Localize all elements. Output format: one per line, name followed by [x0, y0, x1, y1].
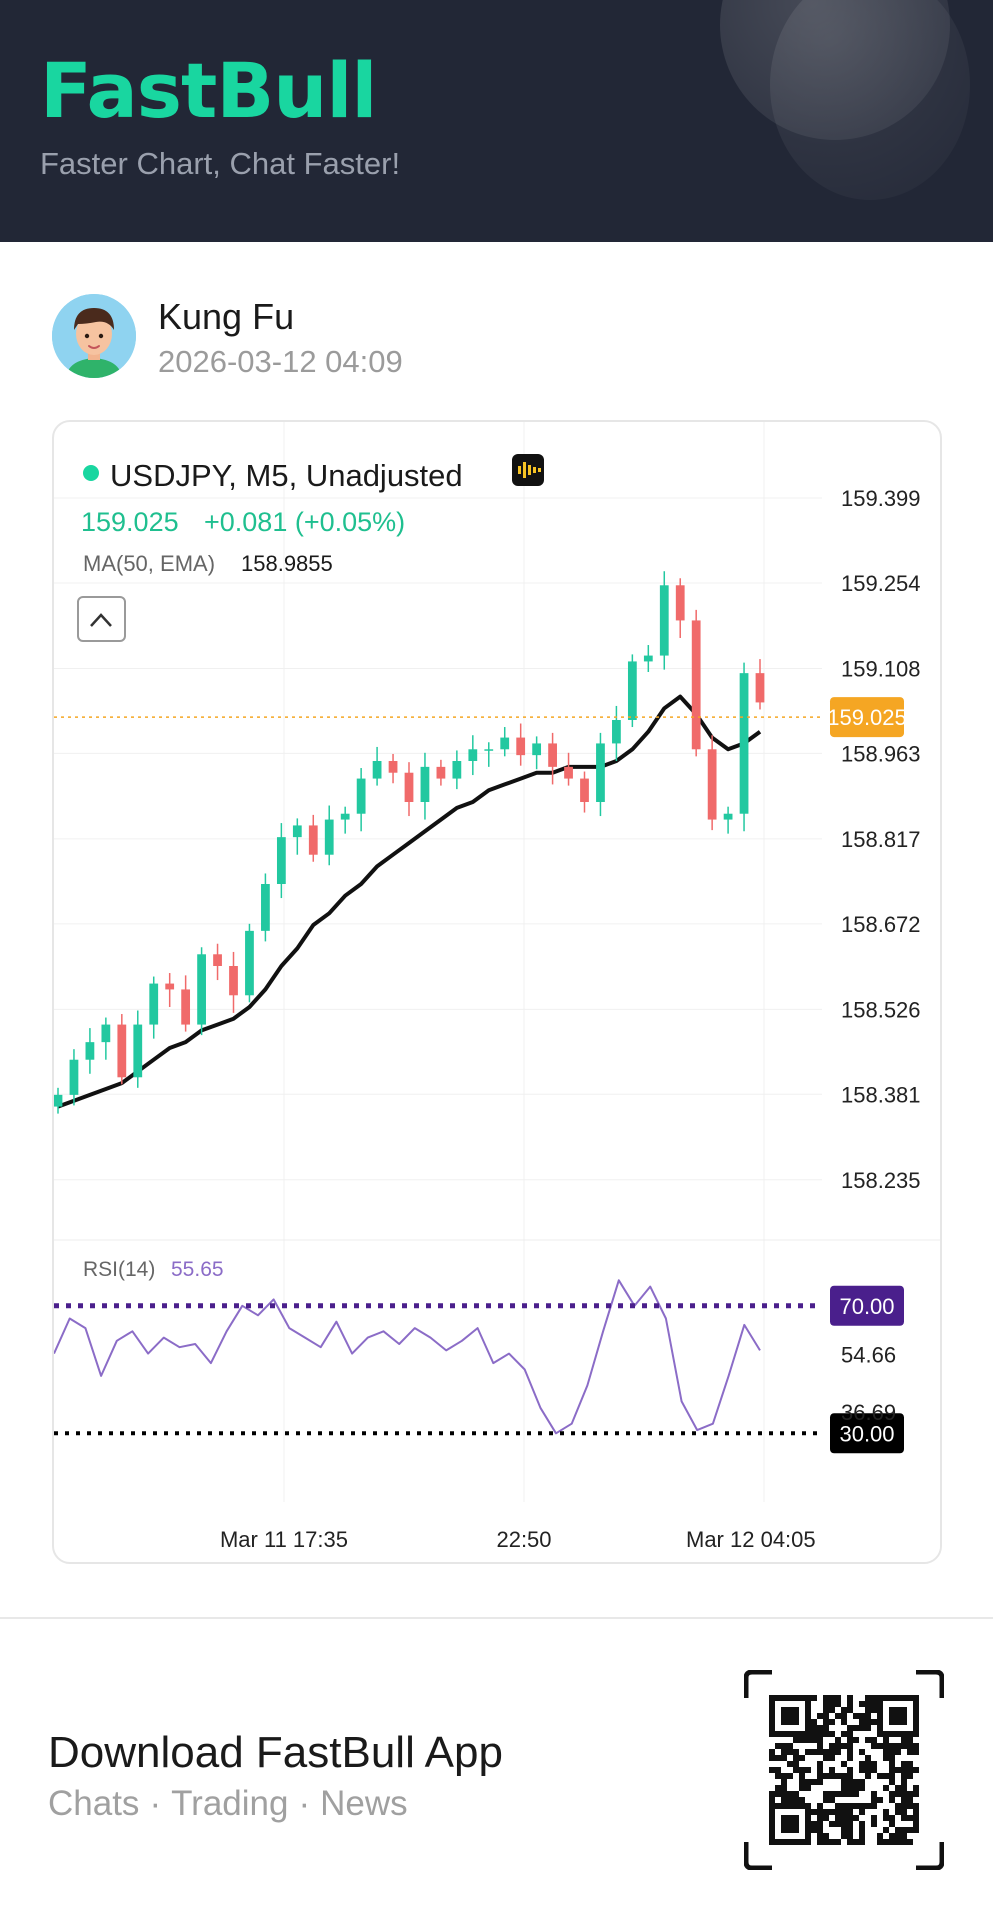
candle-body: [149, 983, 159, 1025]
status-dot: [83, 465, 99, 481]
candle-body: [117, 1024, 127, 1078]
candle-body: [308, 825, 318, 855]
avatar-boy-icon: [52, 294, 136, 378]
ma-indicator-label: MA(50, EMA): [83, 551, 215, 576]
ma-line: [57, 694, 762, 1109]
candle-body: [643, 655, 653, 662]
candle-body: [213, 954, 222, 966]
chevron-up-icon: [90, 613, 112, 627]
rsi-current-value: 55.65: [171, 1258, 224, 1281]
y-tick-label: 158.381: [841, 1082, 921, 1107]
candle-body: [723, 813, 733, 820]
footer-divider: [0, 1617, 993, 1619]
candle-body: [324, 819, 334, 855]
rsi-y-tick-label: 36.69: [841, 1400, 896, 1425]
candle-body: [484, 749, 494, 751]
candle-body: [356, 778, 366, 814]
candle-body: [404, 772, 414, 802]
separator: ·: [298, 1784, 311, 1823]
candle-body: [612, 720, 621, 744]
candle-body: [739, 673, 749, 814]
candle-body: [707, 749, 717, 820]
y-tick-label: 158.672: [841, 912, 921, 937]
candle-body: [452, 761, 462, 779]
separator: ·: [149, 1784, 162, 1823]
candle-body: [197, 954, 206, 1025]
download-links: Chats · Trading · News: [48, 1784, 408, 1824]
candle-body: [388, 761, 398, 773]
axis-mask: [822, 1522, 940, 1562]
candle-body: [69, 1059, 79, 1095]
candle-body: [54, 1094, 63, 1107]
candle-body: [436, 766, 446, 779]
rsi-label: RSI(14): [83, 1258, 155, 1281]
link-trading[interactable]: Trading: [171, 1784, 289, 1823]
candle-body: [133, 1024, 143, 1078]
chart-canvas[interactable]: 159.399 159.254 159.108 158.963 158.817 158.6…: [54, 422, 940, 1562]
candle-body: [548, 743, 557, 767]
candle-body: [691, 620, 701, 750]
y-tick-label: 159.108: [841, 656, 921, 681]
ma-indicator-value: 158.9855: [241, 551, 333, 576]
y-tick-label: 158.817: [841, 827, 921, 852]
rsi-overbought-tag: [830, 1285, 904, 1326]
price-change: +0.081 (+0.05%): [204, 507, 405, 537]
header-banner: FastBull Faster Chart, Chat Faster!: [0, 0, 993, 242]
candle-body: [261, 884, 270, 931]
current-price-tag: [830, 697, 904, 738]
candle-body: [101, 1024, 111, 1043]
candle-body: [564, 766, 573, 779]
link-news[interactable]: News: [320, 1784, 408, 1823]
candle-body: [292, 825, 302, 838]
rsi-oversold-tag: [830, 1413, 904, 1454]
brand-logo-text: FastBull: [40, 46, 377, 135]
brand-tagline: Faster Chart, Chat Faster!: [40, 146, 401, 181]
candle-body: [420, 766, 430, 802]
candle-body: [659, 585, 669, 656]
post-timestamp: 2026-03-12 04:09: [158, 344, 403, 379]
rsi-oversold-label: 30.00: [839, 1421, 894, 1446]
candle-body: [755, 673, 765, 703]
symbol-title: USDJPY, M5, Unadjusted: [110, 458, 463, 493]
x-tick-label: Mar 11 17:35: [220, 1527, 348, 1552]
y-tick-label: 159.254: [841, 571, 921, 596]
y-tick-label: 158.235: [841, 1168, 921, 1193]
candle-body: [85, 1042, 95, 1060]
y-tick-label: 158.526: [841, 997, 921, 1022]
candle-body: [532, 743, 542, 756]
y-tick-label: 159.399: [841, 486, 921, 511]
last-price: 159.025: [81, 507, 179, 537]
qr-code-icon[interactable]: [744, 1670, 944, 1870]
candle-body: [276, 837, 286, 884]
candle-body: [245, 930, 254, 996]
post-username[interactable]: Kung Fu: [158, 296, 295, 337]
current-price-tag-label: 159.025: [827, 705, 907, 730]
candle-body: [580, 778, 589, 802]
y-tick-label: 158.963: [841, 741, 921, 766]
collapse-button[interactable]: [77, 596, 126, 642]
rsi-line: [54, 1279, 761, 1435]
x-tick-label: Mar 12 04:05: [686, 1527, 816, 1552]
candle-body: [340, 813, 350, 820]
candle-body: [165, 983, 175, 990]
chart-card[interactable]: 159.399 159.254 159.108 158.963 158.817 158.6…: [52, 420, 942, 1564]
candle-body: [372, 761, 382, 779]
rsi-overbought-label: 70.00: [839, 1294, 894, 1319]
download-title[interactable]: Download FastBull App: [48, 1728, 503, 1777]
candle-body: [468, 749, 478, 761]
link-chats[interactable]: Chats: [48, 1784, 140, 1823]
candle-body: [675, 585, 685, 621]
decor-circle: [770, 0, 970, 200]
x-tick-label: 22:50: [496, 1527, 551, 1552]
candle-body: [516, 737, 526, 756]
candle-body: [229, 966, 238, 996]
sound-wave-icon[interactable]: [512, 454, 544, 486]
candle-body: [181, 989, 191, 1025]
candle-body: [596, 743, 605, 802]
candle-body: [627, 661, 637, 720]
candle-body: [500, 737, 510, 750]
rsi-y-tick-label: 54.66: [841, 1343, 896, 1368]
avatar[interactable]: [52, 294, 136, 378]
